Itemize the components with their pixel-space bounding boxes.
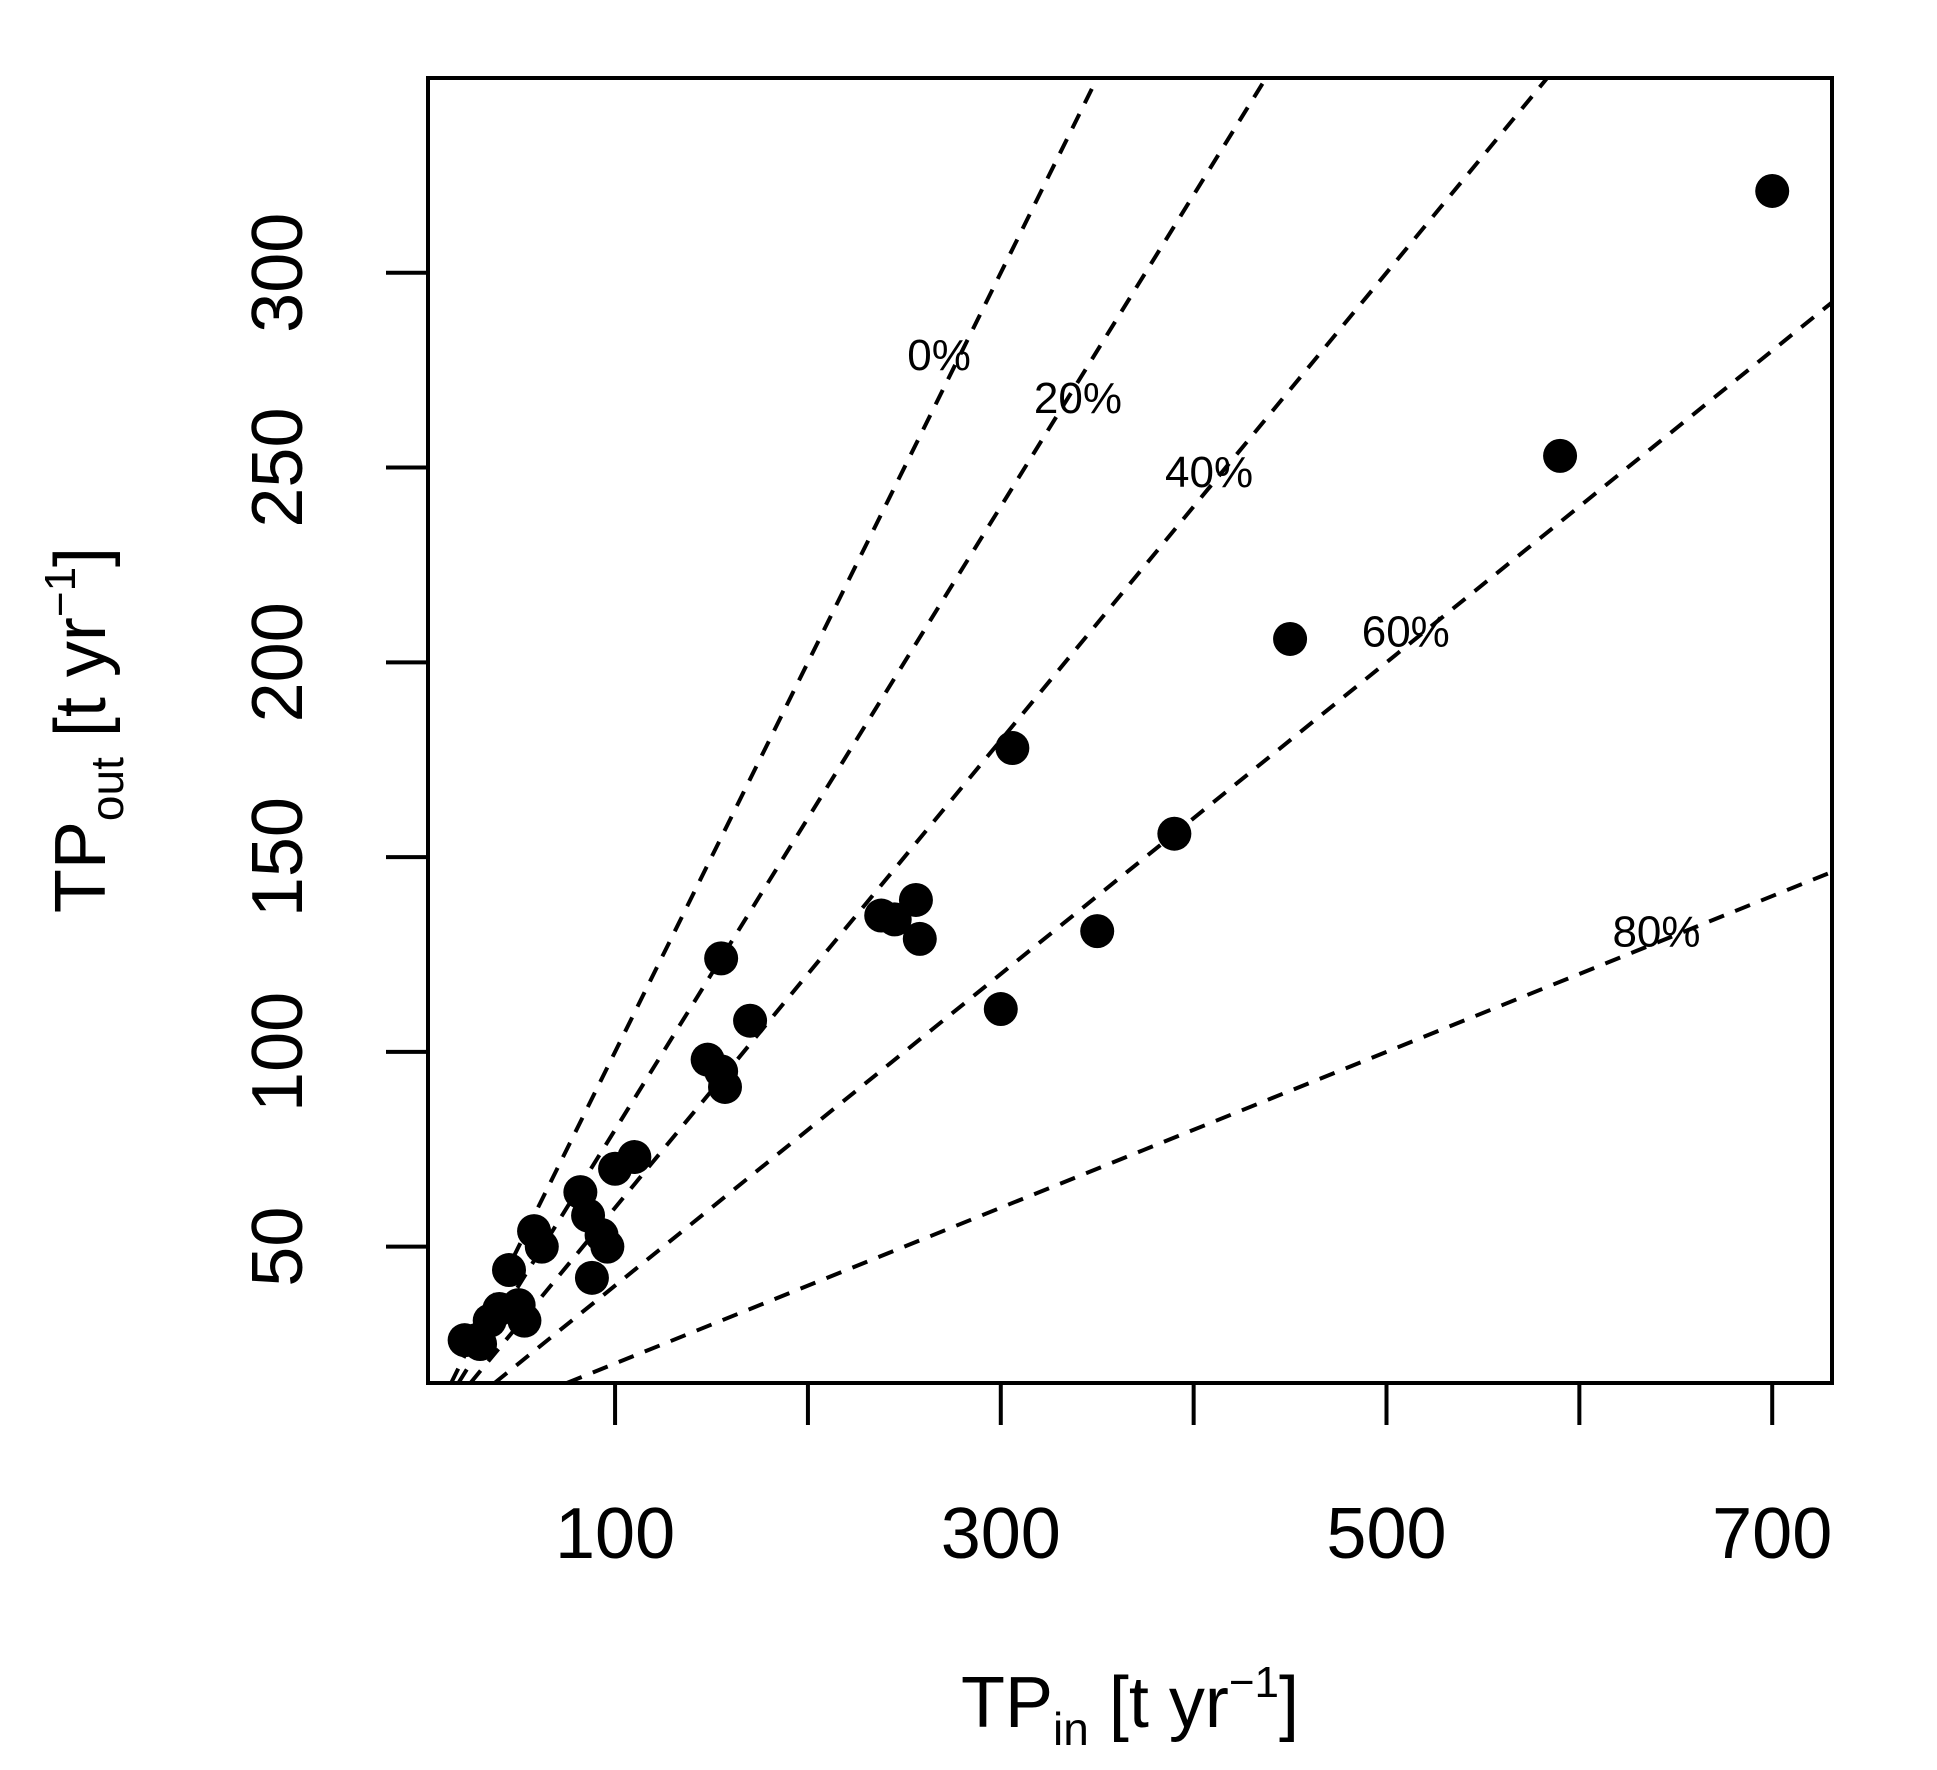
y-tick-label: 100	[238, 992, 318, 1112]
retention-curve-3	[493, 300, 1832, 1383]
y-tick-label: 150	[238, 797, 318, 917]
data-point	[902, 921, 937, 956]
x-axis: 100 300 500 700	[555, 1383, 1832, 1574]
data-point	[492, 1253, 526, 1288]
data-point	[898, 882, 933, 917]
data-points	[447, 173, 1790, 1362]
data-point	[708, 1069, 742, 1104]
data-point	[574, 1260, 609, 1295]
curve-label-4: 80%	[1612, 908, 1700, 957]
y-tick-label: 50	[238, 1207, 318, 1287]
data-point	[1755, 173, 1790, 208]
x-tick-label: 100	[555, 1494, 675, 1574]
y-axis-title: TPout [t yr−1]	[36, 547, 133, 913]
data-point	[1157, 816, 1192, 851]
data-point	[983, 992, 1018, 1027]
data-point	[507, 1303, 542, 1338]
curve-label-0: 0%	[907, 331, 971, 380]
retention-curve-0	[449, 78, 1100, 1383]
curve-label-1: 20%	[1034, 374, 1122, 423]
x-axis-title: TPin [t yr−1]	[961, 1658, 1299, 1755]
x-tick-label: 300	[941, 1494, 1061, 1574]
x-tick-label: 700	[1712, 1494, 1832, 1574]
retention-curve-labels: 0% 20% 40% 60% 80%	[907, 331, 1700, 957]
y-tick-label: 300	[238, 213, 318, 333]
data-point	[1543, 438, 1578, 473]
y-axis: 50 100 150 200 250 300	[238, 213, 428, 1287]
y-tick-label: 250	[238, 407, 318, 527]
data-point	[590, 1229, 625, 1264]
x-tick-label: 500	[1326, 1494, 1446, 1574]
retention-curve-2	[468, 78, 1549, 1383]
data-point	[1273, 621, 1308, 656]
data-point	[524, 1229, 559, 1264]
data-point	[733, 1003, 768, 1038]
data-point	[1080, 914, 1115, 949]
data-point	[995, 731, 1030, 766]
curve-label-2: 40%	[1165, 448, 1253, 497]
retention-curves	[449, 78, 1832, 1383]
plot-frame	[426, 76, 1834, 1385]
retention-curve-4	[566, 870, 1832, 1383]
y-tick-label: 200	[238, 602, 318, 722]
data-point	[617, 1140, 652, 1175]
retention-curve-1	[456, 78, 1268, 1383]
data-point	[704, 941, 739, 976]
curve-label-3: 60%	[1362, 608, 1450, 657]
